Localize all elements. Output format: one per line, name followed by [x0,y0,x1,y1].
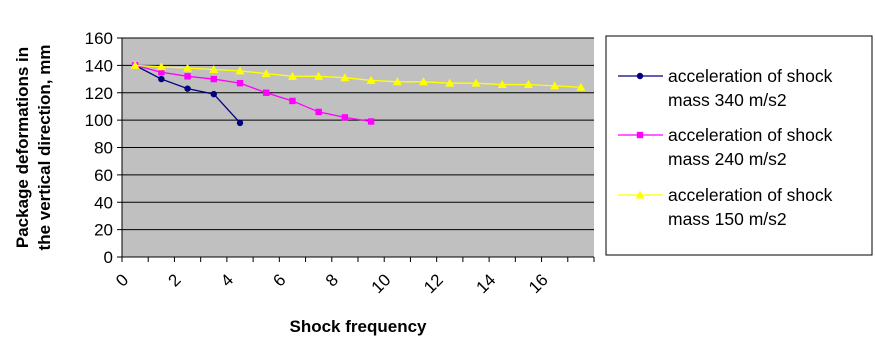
data-point [497,80,507,89]
data-point [576,82,586,91]
data-point [315,108,322,116]
x-tick-label: 0 [112,270,132,290]
data-point [341,114,349,121]
data-point [183,63,193,72]
data-point [210,75,217,83]
y-tick-label: 40 [94,193,113,212]
series-3 [130,60,586,91]
y-axis-title-line: Package deformations in [13,47,32,248]
data-point [261,69,271,78]
data-point [366,75,376,84]
data-point [340,73,350,82]
data-point [184,85,191,92]
series-2 [131,62,375,125]
data-point [419,77,429,86]
data-point [236,79,244,87]
legend-box [605,35,873,256]
data-point [263,89,270,96]
legend-marker [636,131,644,139]
x-tick-label: 10 [368,270,395,297]
legend-label: acceleration of shock [668,185,833,205]
x-tick-label: 6 [269,270,289,290]
y-tick-label: 0 [104,248,113,267]
x-tick-label: 16 [525,270,552,297]
data-point [209,64,219,73]
legend-item: acceleration of shock mass 150 m/s2 [618,185,833,229]
legend-item: acceleration of shock mass 240 m/s2 [618,125,833,169]
data-point [471,78,481,87]
y-tick-label: 140 [85,56,113,75]
legend-label: mass 150 m/s2 [668,209,787,229]
data-point [289,97,296,105]
y-tick-label: 60 [94,166,113,185]
data-point [156,62,166,71]
data-point [392,77,402,86]
series-line [134,64,372,123]
series-line [135,64,581,88]
data-point [523,80,533,89]
data-point [235,66,245,75]
x-axis-ticks: 0 2 4 6 8 10 12 14 16 [112,257,595,297]
x-tick-label: 4 [217,270,237,290]
legend-item: acceleration of shock mass 340 m/s2 [618,66,833,110]
data-point [367,118,375,125]
legend-marker [636,72,644,80]
y-axis-title: Package deformations in the vertical dire… [13,45,54,251]
x-tick-label: 2 [165,270,185,290]
y-axis-title-line: the vertical direction, mm [35,45,54,251]
data-point [314,71,324,80]
series-1 [131,62,244,127]
y-tick-label: 20 [94,221,113,240]
data-point [550,81,560,90]
x-tick-label: 12 [420,270,447,297]
gridlines [122,37,594,231]
y-tick-label: 120 [85,84,113,103]
legend-label: acceleration of shock [668,125,833,145]
legend-label: mass 340 m/s2 [668,90,787,110]
x-tick-label: 8 [322,270,342,290]
legend-marker [635,190,645,199]
legend-label: acceleration of shock [668,66,833,86]
data-point [445,78,455,87]
y-tick-label: 160 [85,29,113,48]
data-point [236,119,244,127]
x-tick-label: 14 [473,270,500,297]
data-point [130,60,140,69]
data-point [210,90,217,98]
x-axis-title: Shock frequency [290,317,428,336]
series-group [130,60,586,127]
data-point [158,75,165,83]
y-axis-ticks: 0 20 40 60 80 100 120 140 160 [85,29,122,267]
y-tick-label: 80 [94,139,113,158]
legend-label: mass 240 m/s2 [668,149,787,169]
data-point [158,69,165,76]
y-tick-label: 100 [85,111,113,130]
data-point [184,73,191,80]
data-point [287,71,297,80]
